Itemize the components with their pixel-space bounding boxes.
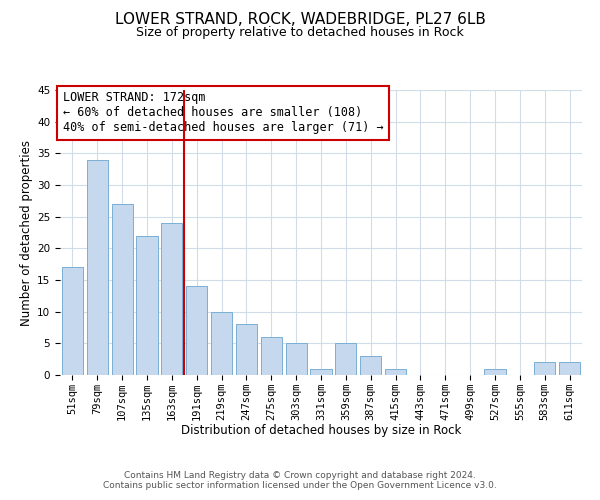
Text: LOWER STRAND, ROCK, WADEBRIDGE, PL27 6LB: LOWER STRAND, ROCK, WADEBRIDGE, PL27 6LB [115, 12, 485, 28]
Bar [112, 204, 133, 375]
Bar [62, 268, 83, 375]
Bar [161, 223, 182, 375]
Bar [385, 368, 406, 375]
Bar [534, 362, 555, 375]
Bar [360, 356, 381, 375]
Bar [261, 337, 282, 375]
Bar [236, 324, 257, 375]
Text: Contains public sector information licensed under the Open Government Licence v3: Contains public sector information licen… [103, 480, 497, 490]
Bar [136, 236, 158, 375]
Text: LOWER STRAND: 172sqm
← 60% of detached houses are smaller (108)
40% of semi-deta: LOWER STRAND: 172sqm ← 60% of detached h… [62, 92, 383, 134]
X-axis label: Distribution of detached houses by size in Rock: Distribution of detached houses by size … [181, 424, 461, 438]
Text: Contains HM Land Registry data © Crown copyright and database right 2024.: Contains HM Land Registry data © Crown c… [124, 472, 476, 480]
Bar [484, 368, 506, 375]
Bar [335, 344, 356, 375]
Bar [559, 362, 580, 375]
Bar [286, 344, 307, 375]
Bar [211, 312, 232, 375]
Text: Size of property relative to detached houses in Rock: Size of property relative to detached ho… [136, 26, 464, 39]
Y-axis label: Number of detached properties: Number of detached properties [20, 140, 33, 326]
Bar [87, 160, 108, 375]
Bar [310, 368, 332, 375]
Bar [186, 286, 207, 375]
